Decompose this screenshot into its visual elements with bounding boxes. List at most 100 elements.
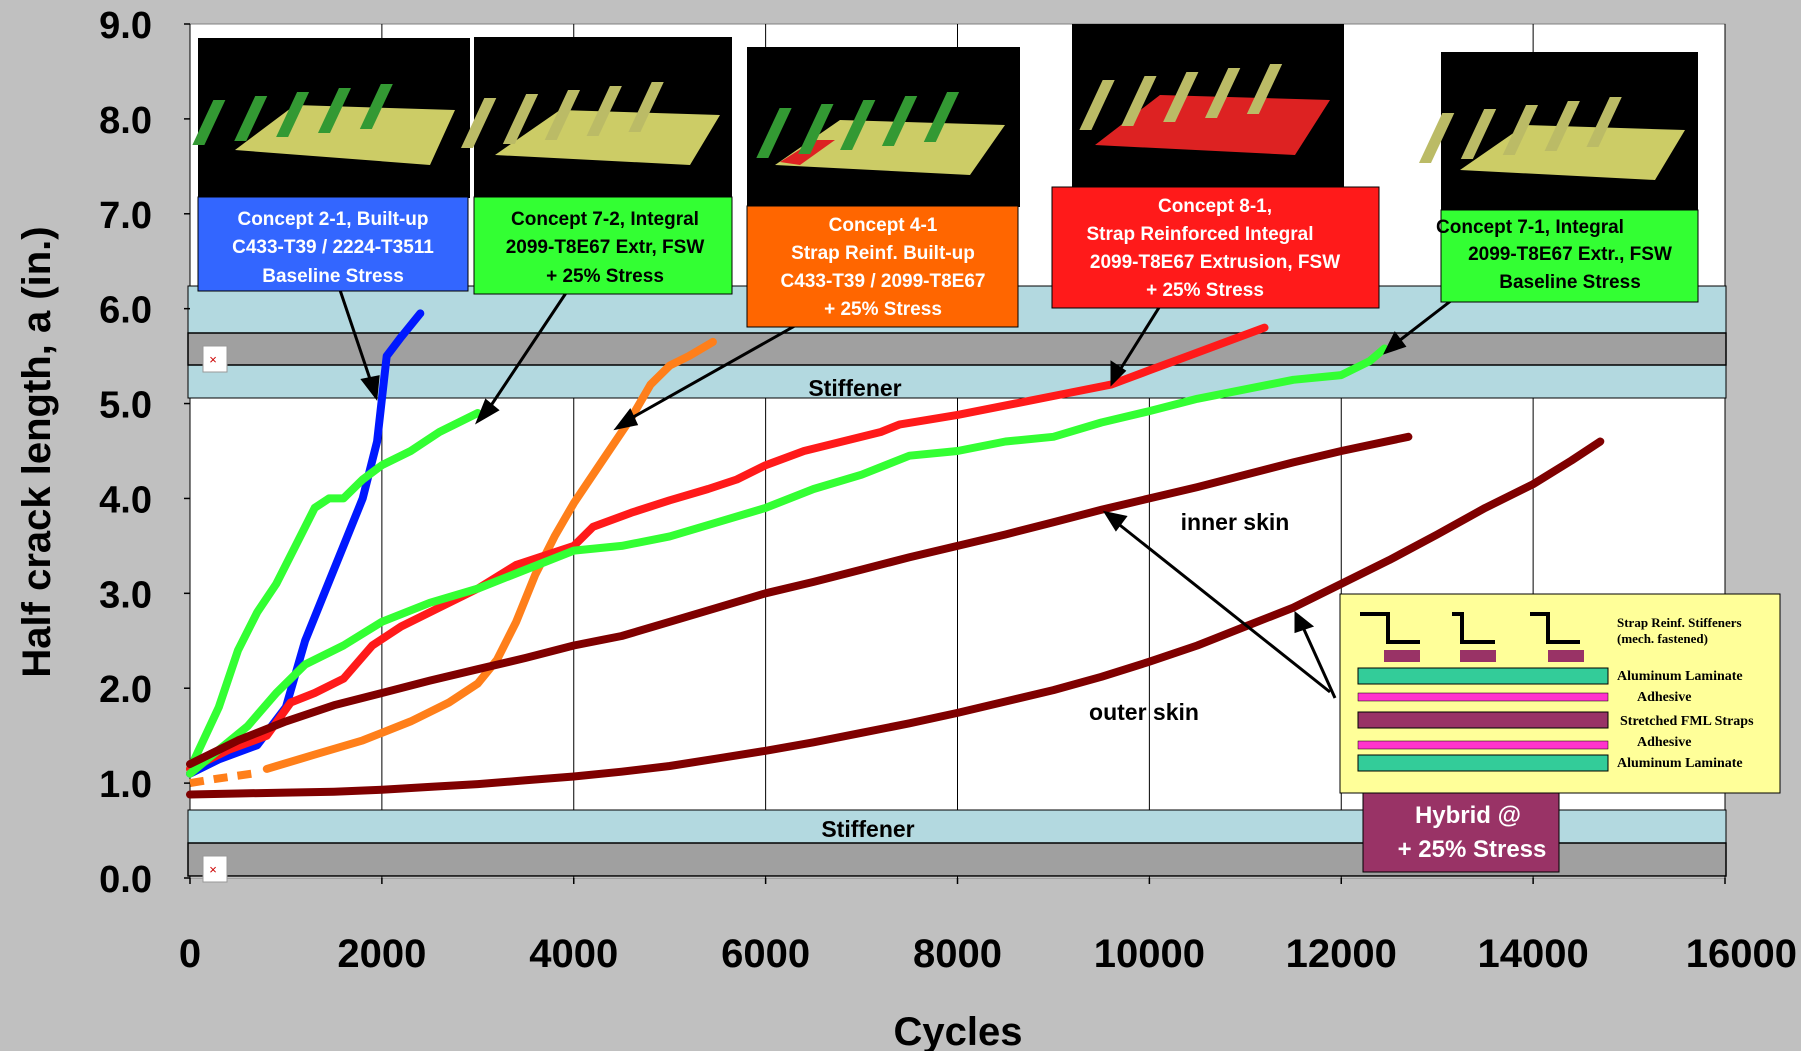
x-axis-title: Cycles: [894, 1010, 1023, 1051]
annotation-line: 2099-T8E67 Extrusion, FSW: [1090, 252, 1340, 273]
x-tick-label: 16000: [1686, 932, 1797, 976]
x-tick-label: 4000: [529, 932, 618, 976]
y-tick-label: 1.0: [99, 764, 152, 806]
x-tick-label: 10000: [1094, 932, 1205, 976]
y-tick-label: 6.0: [99, 290, 152, 332]
broken-image-icon: [202, 345, 228, 373]
inner-skin-label: inner skin: [1181, 509, 1290, 535]
upper-stiffener-label: Stiffener: [808, 375, 901, 401]
y-tick-label: 0.0: [99, 859, 152, 901]
concept-8-1-label: Concept 8-1, Strap Reinforced Integral 2…: [1051, 186, 1380, 309]
x-tick-label: 14000: [1478, 932, 1589, 976]
x-axis-ticks: 0 2000 4000 6000 8000 10000 12000 14000 16000: [179, 878, 1797, 976]
concept-4-1-image: [747, 47, 1020, 207]
series-line-1: [186, 409, 482, 773]
arrow-head: [474, 398, 500, 425]
legend-text: Stretched FML Straps: [1620, 714, 1754, 729]
concept-2-1-label: Concept 2-1, Built-up C433-T39 / 2224-T3…: [197, 196, 469, 292]
x-tick-label: 6000: [721, 932, 810, 976]
y-tick-label: 7.0: [99, 195, 152, 237]
upper-stiffener-bar: [187, 332, 1727, 366]
annotation-line: C433-T39 / 2224-T3511: [232, 237, 434, 258]
annotation-line: Strap Reinf. Built-up: [791, 243, 975, 264]
y-tick-label: 2.0: [99, 669, 152, 711]
fml-strap-layer: [1357, 711, 1609, 729]
annotation-line: Concept 4-1: [829, 215, 938, 236]
arrow-head: [1383, 331, 1407, 355]
broken-image-mark: ×: [209, 862, 217, 877]
arrow-line: [1394, 298, 1453, 346]
annotation-line: + 25% Stress: [1146, 280, 1264, 301]
arrow-line: [338, 289, 374, 386]
arrow-line: [1115, 520, 1331, 694]
series-line-7: [186, 437, 1605, 799]
annotation-line: Hybrid @: [1415, 802, 1521, 829]
concept-2-1-image: [192, 38, 470, 198]
annotation-line: Concept 2-1, Built-up: [237, 209, 428, 230]
arrow-head: [1294, 610, 1315, 634]
y-tick-label: 8.0: [99, 100, 152, 142]
annotation-line: 2099-T8E67 Extr., FSW: [1468, 244, 1672, 265]
concept-8-1-image: [1072, 24, 1344, 187]
series-line-3: [262, 337, 717, 773]
legend-text: (mech. fastened): [1617, 631, 1708, 646]
arrow-head: [360, 375, 380, 401]
aluminum-laminate-layer: [1357, 754, 1609, 772]
broken-image-mark: ×: [209, 352, 217, 367]
annotation-line: + 25% Stress: [546, 266, 664, 287]
annotation-line: Concept 8-1,: [1158, 196, 1272, 217]
adhesive-layer: [1357, 692, 1609, 702]
annotation-line: Baseline Stress: [1499, 272, 1641, 293]
arrow-line: [627, 321, 801, 422]
y-tick-label: 5.0: [99, 385, 152, 427]
annotation-line: + 25% Stress: [1398, 836, 1547, 863]
hybrid-label: Hybrid @ + 25% Stress: [1362, 791, 1560, 873]
y-axis-title: Half crack length, a (in.): [15, 226, 59, 677]
data-series: [186, 309, 1605, 799]
concept-7-2-label: Concept 7-2, Integral 2099-T8E67 Extr, F…: [473, 196, 733, 295]
strap-symbols: [1384, 650, 1584, 662]
y-tick-label: 4.0: [99, 479, 152, 521]
legend-text: Strap Reinf. Stiffeners: [1617, 615, 1742, 630]
stiffener-symbols: [1360, 612, 1580, 644]
arrow-line: [1300, 624, 1337, 699]
arrow-head: [1110, 360, 1127, 387]
concept-7-2-image: [460, 37, 732, 197]
arrow-head: [613, 408, 639, 431]
concept-7-1-image: [1418, 52, 1698, 212]
annotation-line: C433-T39 / 2099-T8E67: [781, 271, 986, 292]
annotation-arrows: [338, 271, 1453, 699]
annotation-line: Baseline Stress: [262, 266, 404, 287]
annotation-line: Concept 7-2, Integral: [511, 209, 699, 230]
outer-skin-label: outer skin: [1089, 699, 1199, 725]
arrow-line: [1116, 305, 1162, 374]
concept-images: [192, 24, 1698, 212]
adhesive-layer: [1357, 740, 1609, 750]
concept-4-1-label: Concept 4-1 Strap Reinf. Built-up C433-T…: [746, 205, 1019, 328]
x-tick-label: 12000: [1286, 932, 1397, 976]
y-tick-label: 9.0: [99, 5, 152, 47]
x-tick-label: 2000: [337, 932, 426, 976]
y-axis-ticks: 0.0 1.0 2.0 3.0 4.0 5.0 6.0 7.0 8.0 9.0: [99, 5, 190, 901]
arrow-head: [1102, 510, 1128, 532]
x-tick-label: 8000: [913, 932, 1002, 976]
arrow-line: [486, 271, 582, 411]
x-tick-label: 0: [179, 932, 201, 976]
annotation-line: 2099-T8E67 Extr, FSW: [506, 237, 705, 258]
y-tick-label: 3.0: [99, 574, 152, 616]
broken-image-icon: [202, 855, 228, 883]
series-line-5: [186, 344, 1389, 778]
legend-text: Aluminum Laminate: [1617, 669, 1743, 684]
annotation-line: + 25% Stress: [824, 299, 942, 320]
concept-7-1-label: Concept 7-1, Integral 2099-T8E67 Extr., …: [1436, 209, 1699, 303]
hybrid-layup-legend: Strap Reinf. Stiffeners (mech. fastened)…: [1339, 593, 1781, 794]
legend-text: Adhesive: [1637, 690, 1691, 705]
lower-stiffener-label: Stiffener: [821, 816, 914, 842]
series-line-4: [186, 323, 1269, 773]
series-line-6: [186, 432, 1413, 769]
legend-text: Adhesive: [1637, 735, 1691, 750]
series-line-2: [189, 769, 253, 788]
series-line-0: [186, 309, 425, 778]
annotation-line: Strap Reinforced Integral: [1087, 224, 1314, 245]
